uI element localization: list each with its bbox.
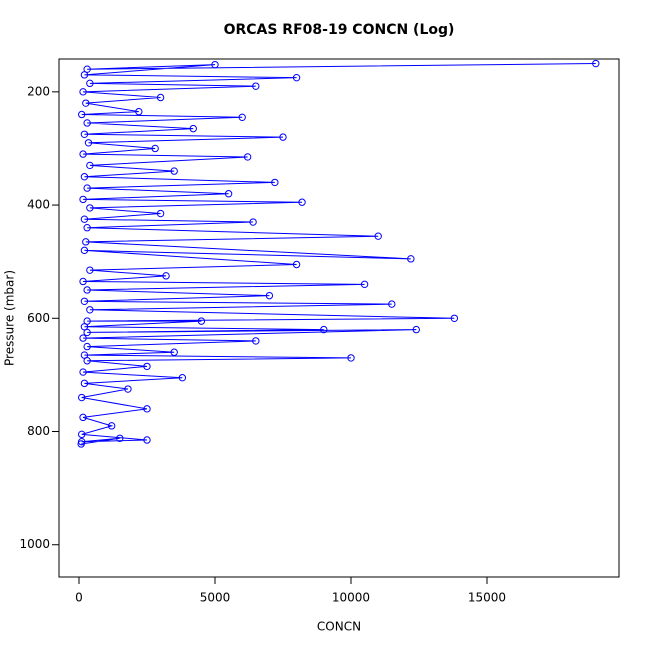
y-tick-label: 800 [27,424,50,438]
point [347,354,355,362]
point [252,82,260,90]
point [80,71,89,79]
point [143,362,151,371]
point [170,348,178,356]
point [412,325,420,334]
point [224,190,233,198]
point [360,280,369,289]
y-tick-label: 1000 [19,537,50,551]
point [86,204,94,212]
y-tick-label: 200 [27,84,50,98]
chart-title: ORCAS RF08-19 CONCN (Log) [224,22,455,38]
point [83,224,91,232]
x-tick-label: 0 [75,591,83,605]
plot-area [77,59,600,448]
x-axis-label: CONCN [317,620,361,634]
point [83,328,91,337]
point [86,161,94,170]
point [80,246,89,255]
point [162,272,170,280]
x-tick-label: 5000 [200,591,231,605]
y-axis-label: Pressure (mbar) [3,270,17,366]
point [197,317,206,325]
point [407,255,415,263]
point [79,334,87,342]
point [143,405,151,413]
point [77,440,85,448]
point [189,124,197,133]
point [124,385,132,393]
x-tick-label: 15000 [468,591,506,605]
point [292,73,301,82]
point [156,93,165,102]
point [86,266,94,274]
point [82,238,90,246]
point [86,306,94,314]
point [78,430,86,439]
point [83,119,91,127]
point [249,218,257,226]
y-tick-label: 600 [27,311,50,325]
point [374,232,382,240]
point [82,99,90,107]
point [320,325,328,334]
series-line [81,63,596,445]
point [79,88,87,96]
point [170,167,178,175]
point [80,130,89,138]
point [116,434,124,443]
point [79,277,87,286]
point [83,357,91,365]
point [211,60,219,69]
point [279,133,287,141]
point [79,368,87,376]
point [79,150,87,158]
point [78,110,86,119]
point [79,413,87,422]
point [151,144,159,153]
point [238,113,246,122]
point [83,184,91,192]
point [143,436,151,444]
point [84,139,93,147]
point [135,107,143,116]
point [292,260,301,269]
point [178,374,187,382]
point [243,153,252,161]
point [592,59,600,68]
point [83,286,91,294]
point [156,209,165,218]
point [80,173,89,181]
point [86,79,94,88]
point [388,300,396,308]
point [78,393,86,402]
point [265,291,274,300]
point [80,379,89,388]
point [80,297,89,305]
y-tick-label: 400 [27,198,50,212]
point [298,198,306,206]
point [107,422,116,430]
point [80,215,89,223]
point [450,314,459,322]
point [83,342,91,351]
point [79,195,87,204]
point [271,178,279,187]
point [252,337,260,345]
x-tick-label: 10000 [332,591,370,605]
